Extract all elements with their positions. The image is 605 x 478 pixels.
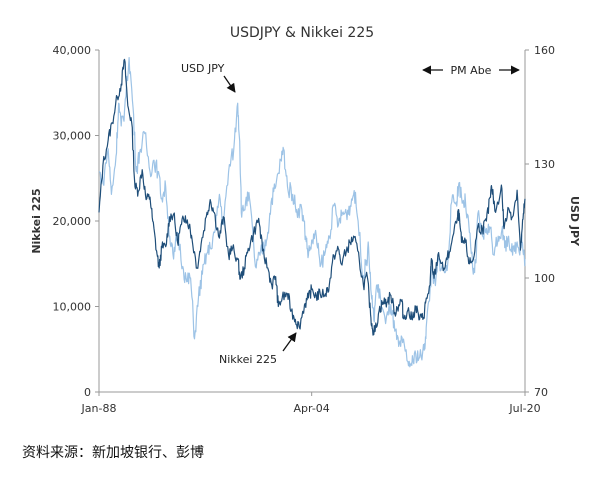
x-tick-label: Jan-88 xyxy=(81,402,117,415)
left-tick-label: 30,000 xyxy=(53,130,92,143)
annotation-group: USD JPY Nikkei 225 PM Abe xyxy=(181,62,520,366)
right-tick-label: 100 xyxy=(534,272,555,285)
series-line-usdjpy xyxy=(98,56,526,368)
left-tick-label: 20,000 xyxy=(53,215,92,228)
left-tick-label: 10,000 xyxy=(53,301,92,314)
annotation-usdjpy: USD JPY xyxy=(181,62,225,75)
annotation-usdjpy-arrow xyxy=(223,75,236,93)
right-axis-label: USD JPY xyxy=(568,196,581,247)
tick-group: 0 10,000 20,000 30,000 40,000 70 100 130 160 Jan-… xyxy=(53,44,556,415)
right-tick-label: 160 xyxy=(534,44,555,57)
x-tick-label: Apr-04 xyxy=(294,402,330,415)
source-note: 资料来源：新加坡银行、彭博 xyxy=(22,445,204,461)
series-layer xyxy=(98,56,526,368)
annotation-nikkei-arrow xyxy=(282,332,297,352)
plot-area: 0 10,000 20,000 30,000 40,000 70 100 130 160 Jan-… xyxy=(53,44,556,415)
left-tick-label: 0 xyxy=(84,386,91,399)
right-tick-label: 70 xyxy=(534,386,548,399)
left-axis-label: Nikkei 225 xyxy=(30,188,43,253)
left-tick-label: 40,000 xyxy=(53,44,92,57)
chart-title: USDJPY & Nikkei 225 xyxy=(230,25,374,41)
annotation-pm-abe: PM Abe xyxy=(451,64,492,77)
annotation-nikkei: Nikkei 225 xyxy=(219,353,277,366)
series-line-nikkei xyxy=(98,58,526,336)
right-tick-label: 130 xyxy=(534,158,555,171)
x-tick-label: Jul-20 xyxy=(508,402,540,415)
